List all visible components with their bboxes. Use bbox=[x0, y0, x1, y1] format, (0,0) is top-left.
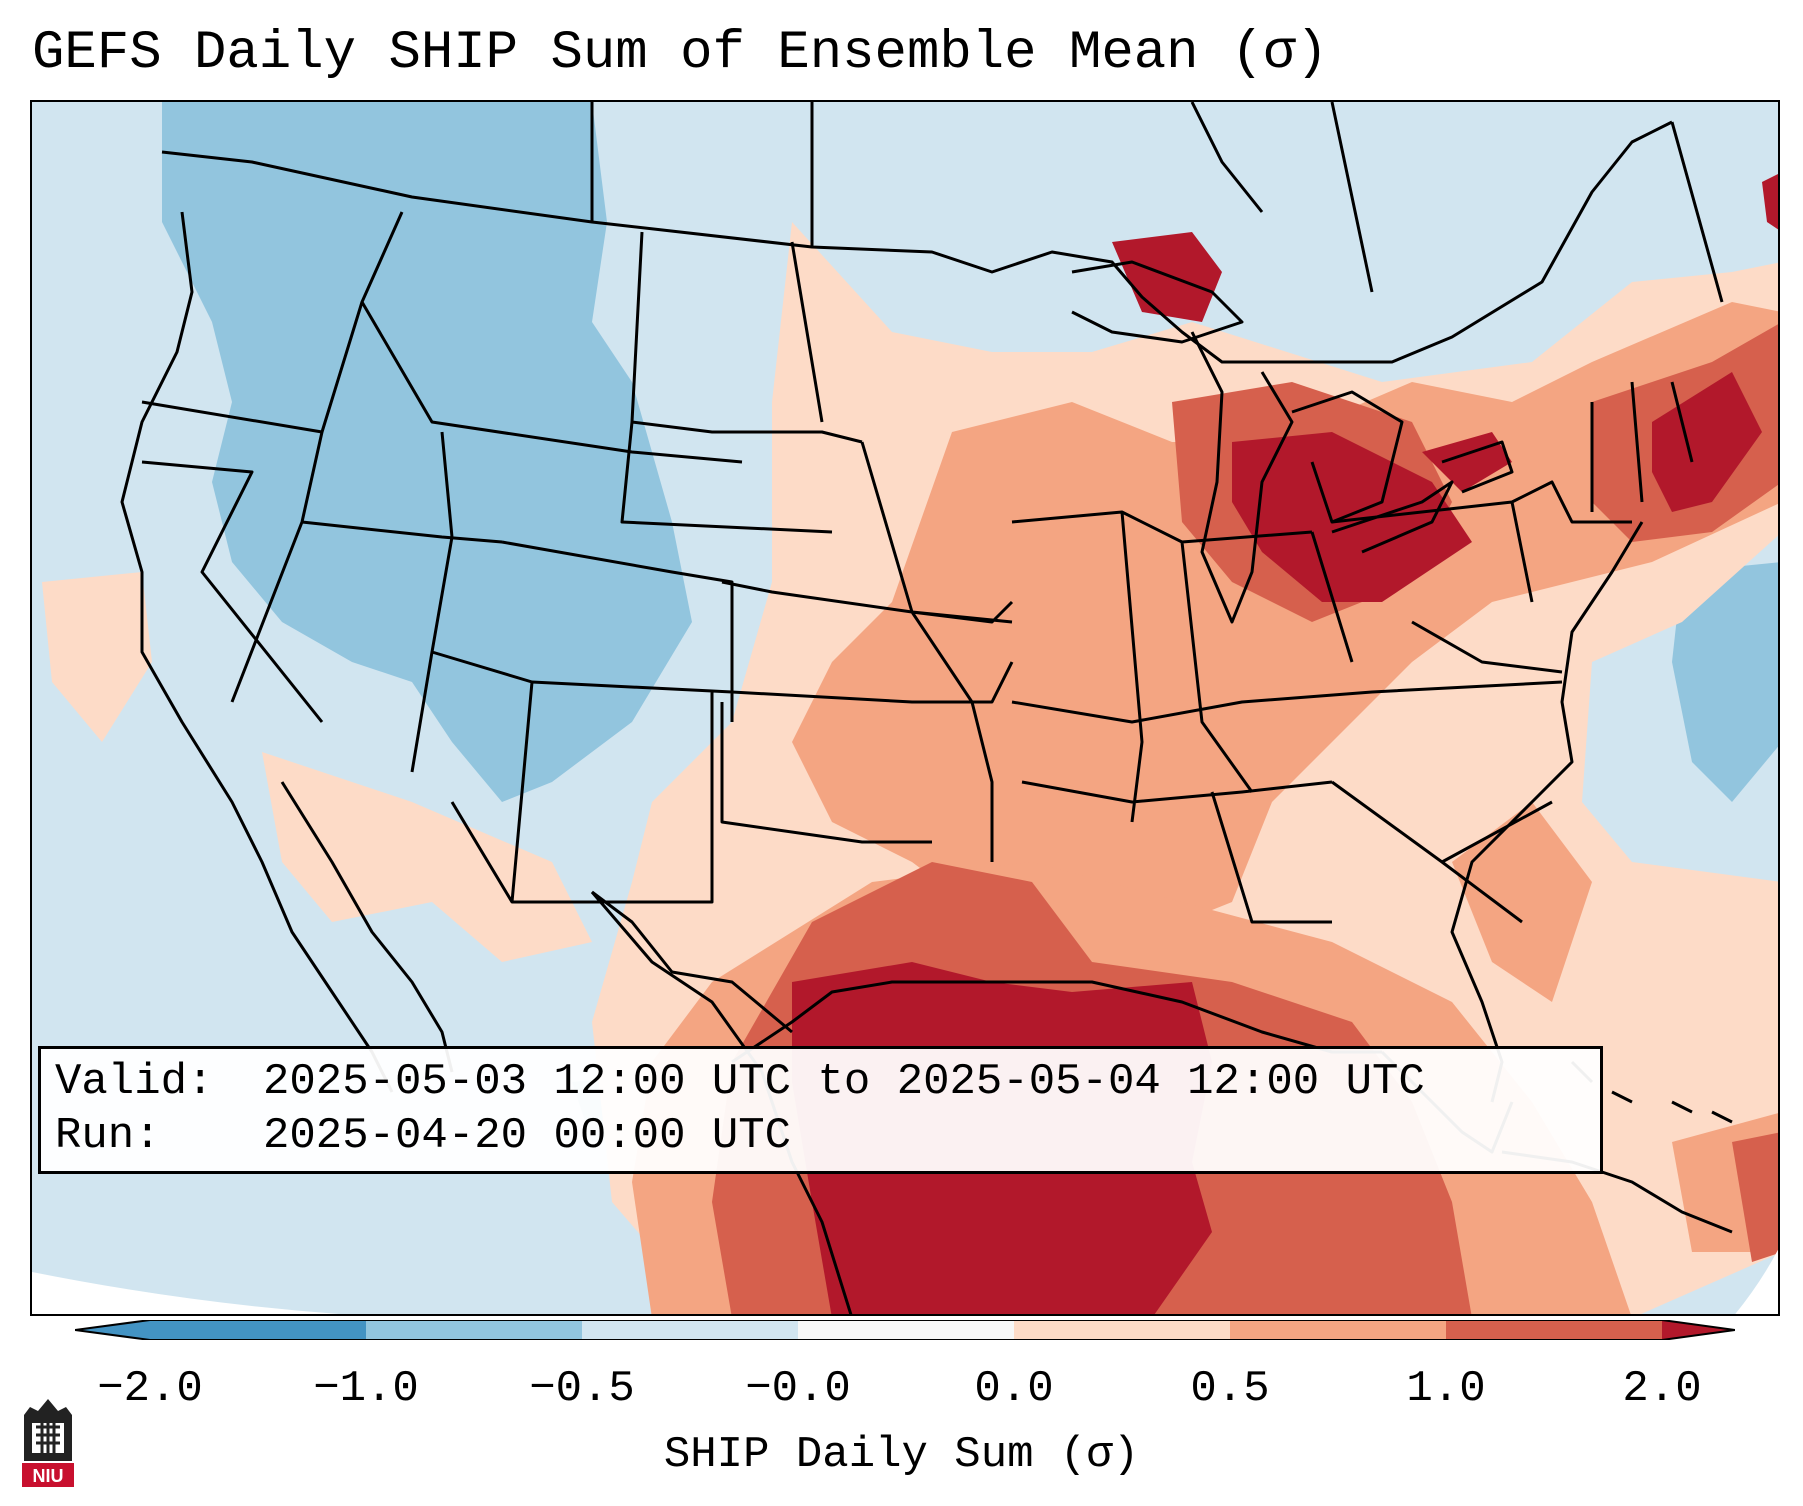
colorbar bbox=[75, 1320, 1735, 1340]
colorbar-label: SHIP Daily Sum (σ) bbox=[663, 1430, 1140, 1480]
colorbar-tick: 2.0 bbox=[1622, 1364, 1702, 1414]
map-panel bbox=[30, 100, 1780, 1316]
very-strong-positive-region-superior bbox=[1112, 232, 1222, 322]
logo-text: NIU bbox=[33, 1466, 64, 1486]
info-box: Valid: 2025-05-03 12:00 UTC to 2025-05-04… bbox=[38, 1046, 1603, 1174]
canada-provincial-lines bbox=[590, 102, 1724, 303]
weak-positive-region-az bbox=[262, 752, 592, 962]
colorbar-extend-low bbox=[75, 1320, 150, 1340]
lake-huron bbox=[1291, 390, 1404, 524]
boundaries-layer bbox=[120, 102, 1733, 1314]
projection-edge bbox=[32, 1272, 339, 1314]
very-strong-positive-region-erie bbox=[1232, 432, 1472, 602]
negative-anomaly-region bbox=[162, 102, 692, 802]
run-line: Run: 2025-04-20 00:00 UTC bbox=[55, 1109, 791, 1163]
colorbar-tick: −2.0 bbox=[97, 1364, 203, 1414]
colorbar-tick: −0.0 bbox=[745, 1364, 851, 1414]
map-title: GEFS Daily SHIP Sum of Ensemble Mean (σ) bbox=[32, 23, 1329, 84]
colorbar-bin-7 bbox=[1446, 1320, 1662, 1340]
run-label: Run: bbox=[55, 1111, 161, 1161]
colorbar-bin-3 bbox=[582, 1320, 798, 1340]
colorbar-bin-6 bbox=[1230, 1320, 1446, 1340]
gulf-coastline bbox=[731, 980, 1382, 1064]
valid-line: Valid: 2025-05-03 12:00 UTC to 2025-05-04… bbox=[55, 1055, 1425, 1109]
colorbar-tick: 0.5 bbox=[1190, 1364, 1270, 1414]
strong-positive-region-atl bbox=[1732, 1132, 1778, 1262]
lake-michigan bbox=[1190, 331, 1294, 624]
colorbar-bin-4 bbox=[798, 1320, 1014, 1340]
state-lines-west bbox=[141, 211, 743, 904]
state-lines-northeast bbox=[1331, 381, 1694, 674]
lake-superior bbox=[1071, 260, 1244, 344]
map-canvas bbox=[32, 102, 1778, 1314]
valid-label: Valid: bbox=[55, 1057, 214, 1107]
baja-peninsula bbox=[280, 781, 454, 1073]
field-layer bbox=[32, 102, 1778, 1314]
colorbar-tick: −0.5 bbox=[529, 1364, 635, 1414]
rio-grande bbox=[591, 890, 793, 1034]
colorbar-tick: 1.0 bbox=[1406, 1364, 1486, 1414]
colorbar-bin-5 bbox=[1014, 1320, 1230, 1340]
negative-anomaly-region-east bbox=[1672, 562, 1778, 802]
valid-value: 2025-05-03 12:00 UTC to 2025-05-04 12:00… bbox=[263, 1057, 1425, 1107]
state-lines-central bbox=[620, 231, 1014, 862]
weak-positive-region-west bbox=[42, 572, 152, 742]
niu-logo: NIU bbox=[22, 1399, 74, 1487]
colorbar-bin-2 bbox=[366, 1320, 582, 1340]
lake-erie bbox=[1331, 480, 1454, 554]
colorbar-extend-high bbox=[1662, 1320, 1735, 1340]
west-coastline bbox=[120, 211, 394, 1093]
east-coastline bbox=[1450, 521, 1644, 1103]
run-value: 2025-04-20 00:00 UTC bbox=[263, 1111, 792, 1161]
state-lines-east bbox=[1011, 510, 1563, 924]
colorbar-tick: 0.0 bbox=[974, 1364, 1054, 1414]
very-strong-positive-region-maine bbox=[1762, 174, 1778, 230]
positive-region bbox=[792, 302, 1778, 942]
projection-edge-right bbox=[1735, 1249, 1778, 1314]
colorbar-tick: −1.0 bbox=[313, 1364, 419, 1414]
colorbar-bin-1 bbox=[150, 1320, 366, 1340]
lake-ontario bbox=[1441, 440, 1514, 494]
positive-region-se bbox=[1452, 802, 1592, 1002]
